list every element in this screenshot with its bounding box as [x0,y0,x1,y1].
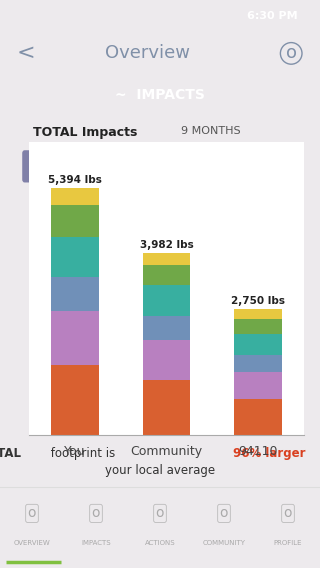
Text: TOTAL: TOTAL [0,447,22,460]
Bar [142,316,190,340]
Bar [234,356,282,371]
Text: your local average: your local average [105,464,215,477]
Bar [234,371,282,399]
Bar [234,309,282,319]
Text: 3,982 lbs: 3,982 lbs [140,240,193,250]
Text: 96% larger: 96% larger [234,447,306,460]
Bar [234,399,282,435]
Text: o: o [28,507,36,520]
Text: 5,394 lbs: 5,394 lbs [48,176,102,185]
Bar [51,237,99,277]
Text: Overview: Overview [105,44,190,62]
Text: ~  IMPACTS: ~ IMPACTS [115,88,205,102]
Text: IMPACTS: IMPACTS [81,540,111,546]
Text: lbs CO2e/mo: lbs CO2e/mo [124,148,196,158]
Text: 9 MONTHS: 9 MONTHS [180,127,240,136]
Text: footprint is: footprint is [47,447,119,460]
Bar [142,285,190,316]
Bar [51,277,99,311]
Text: COMMUNITY: COMMUNITY [203,540,245,546]
Text: o: o [156,507,164,520]
Text: o: o [92,507,100,520]
Text: OVERVIEW: OVERVIEW [14,540,50,546]
Bar [142,265,190,285]
Text: o: o [286,44,297,62]
Bar [142,253,190,265]
Bar [234,334,282,356]
FancyBboxPatch shape [158,150,298,182]
Text: ACTIONS: ACTIONS [145,540,175,546]
Bar [51,365,99,435]
Bar [51,188,99,205]
Text: <: < [16,43,35,64]
Text: TOTAL Impacts: TOTAL Impacts [33,127,138,139]
Bar [51,205,99,237]
FancyBboxPatch shape [22,150,158,182]
Bar [51,311,99,365]
Text: o: o [220,507,228,520]
Text: 6:30 PM: 6:30 PM [247,11,297,21]
Text: With Offsets: With Offsets [196,161,260,172]
Bar [142,340,190,380]
Text: 2,750 lbs: 2,750 lbs [231,296,285,306]
Bar [234,319,282,334]
Text: PROFILE: PROFILE [274,540,302,546]
Bar [142,380,190,435]
Text: o: o [284,507,292,520]
Text: Without Offsets: Without Offsets [44,161,137,172]
